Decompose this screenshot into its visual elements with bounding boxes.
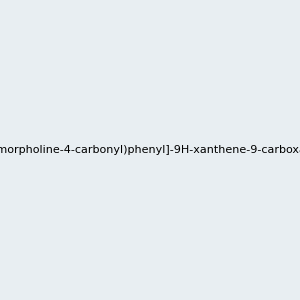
Text: N-[2-(morpholine-4-carbonyl)phenyl]-9H-xanthene-9-carboxamide: N-[2-(morpholine-4-carbonyl)phenyl]-9H-x… [0,145,300,155]
